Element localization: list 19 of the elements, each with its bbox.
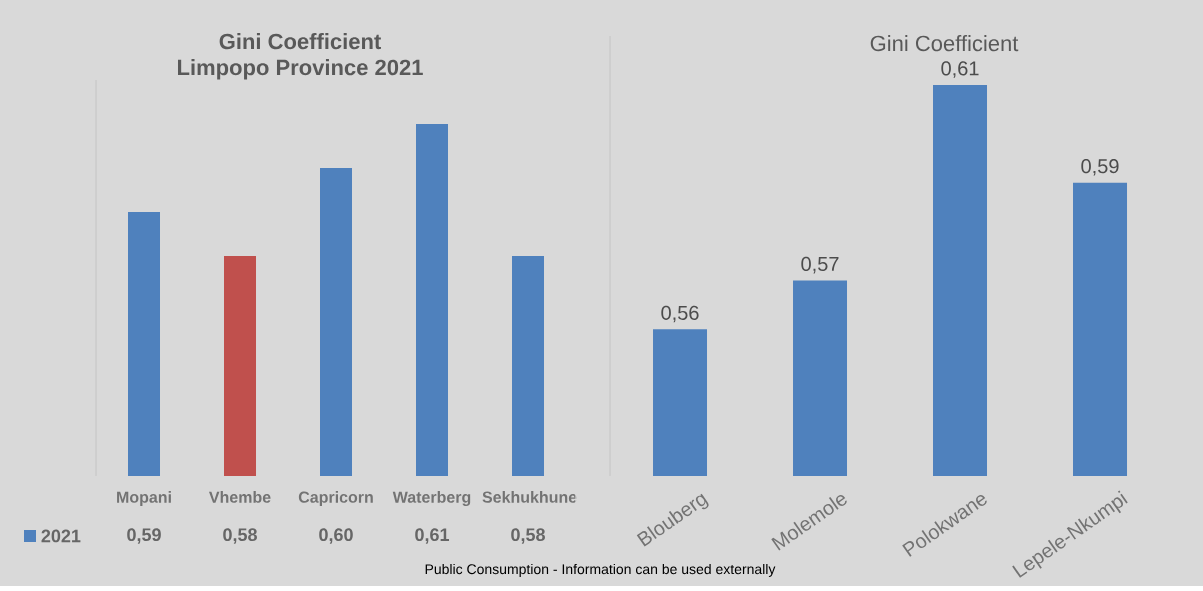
data-label: 0,56 [661,305,699,323]
data-label: 0,58 [511,528,545,544]
x-tick-label: Vhembe [208,490,271,503]
data-label: 0,60 [319,528,353,544]
text: Public Consumption - Information can be used externally [425,563,776,577]
legend-label: 2021 [41,529,81,543]
data-label: 0,59 [1081,158,1119,176]
chart-title: Gini Coefficient [219,32,382,49]
data-label: 0,57 [801,256,839,274]
data-label: 0,61 [941,61,979,78]
x-tick-label: Mopani [117,490,171,506]
data-label: 0,61 [415,528,450,544]
chart-title: Gini Coefficient [870,34,1019,51]
x-tick-label: Capricorn [298,490,373,506]
data-label: 0,59 [127,528,161,544]
x-tick-label: Sekhukhune [482,490,577,503]
data-label: 0,58 [223,528,257,544]
x-tick-label: Waterberg [392,490,471,506]
chart-subtitle: Limpopo Province 2021 [178,58,423,80]
